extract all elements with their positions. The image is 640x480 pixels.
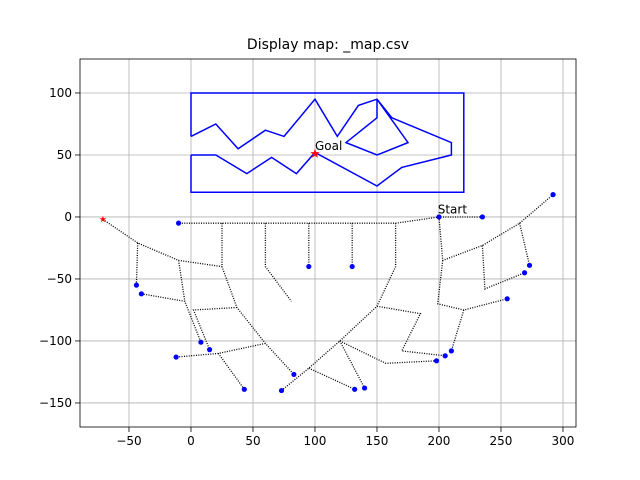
node-dot (550, 192, 556, 198)
star-marker (310, 148, 320, 158)
node-dot (291, 371, 297, 378)
y-tick-label: −150 (39, 396, 72, 410)
node-dot (138, 291, 144, 297)
node-dot (198, 339, 204, 345)
y-tick-label: 50 (57, 148, 72, 162)
node-dot (442, 353, 448, 359)
x-tick-label: 100 (304, 434, 327, 448)
node-dot (504, 296, 510, 302)
annotation: Start (438, 202, 468, 216)
node-dot (306, 263, 312, 270)
x-tick-label: 50 (245, 434, 260, 448)
y-tick-label: 100 (49, 86, 72, 100)
node-dot (352, 386, 358, 392)
node-dot (241, 386, 247, 392)
star-marker (99, 215, 107, 223)
node-dot (206, 347, 213, 353)
tree-line (102, 194, 554, 392)
node-dot (448, 348, 454, 354)
node-dot (361, 385, 368, 391)
y-tick-label: −100 (39, 334, 72, 348)
x-tick-label: 0 (187, 434, 195, 448)
plot-frame (79, 58, 577, 428)
node-dot (436, 214, 442, 220)
node-dot (479, 214, 485, 220)
x-tick-label: 200 (428, 434, 451, 448)
node-dot (173, 354, 179, 360)
node-dot (521, 270, 528, 276)
obstacle-line (190, 92, 465, 193)
node-dot (433, 358, 440, 364)
node-dot (175, 220, 182, 226)
x-tick-label: 150 (366, 434, 389, 448)
x-tick-label: 300 (552, 434, 575, 448)
node-dot (526, 262, 533, 268)
y-tick-label: −50 (47, 272, 72, 286)
annotation: Goal (315, 139, 342, 153)
node-dot (278, 387, 285, 394)
node-dot (133, 282, 140, 288)
x-tick-label: −50 (116, 434, 141, 448)
chart-title: Display map: _map.csv (247, 37, 409, 53)
node-dot (349, 263, 355, 270)
y-tick-label: 0 (64, 210, 72, 224)
x-tick-label: 250 (490, 434, 513, 448)
